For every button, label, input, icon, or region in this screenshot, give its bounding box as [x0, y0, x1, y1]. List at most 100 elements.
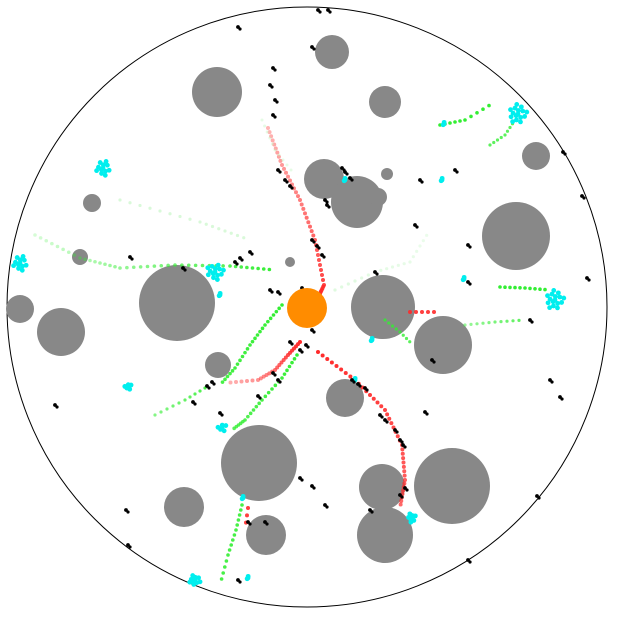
black-dot: [318, 10, 322, 14]
trail-dot: [317, 258, 321, 262]
black-dot: [537, 496, 541, 500]
obstacle-disc-icon: [164, 487, 204, 527]
cyan-cluster-icon: [518, 104, 524, 110]
cyan-cluster-icon: [128, 382, 134, 388]
trail-dot: [263, 323, 267, 327]
black-dot: [530, 320, 534, 324]
cyan-cluster-icon: [352, 375, 358, 381]
cyan-cluster-icon: [512, 105, 518, 111]
trail-dot: [340, 285, 344, 289]
obstacle-disc-icon: [369, 188, 387, 206]
trail-dot: [270, 387, 274, 391]
black-dot: [248, 522, 252, 526]
black-dot: [193, 402, 197, 406]
trail-dot: [61, 247, 65, 252]
trail-dot: [513, 285, 517, 290]
trail-dot: [275, 150, 280, 155]
trail-dot: [88, 258, 92, 263]
trail-dot: [276, 154, 281, 159]
player-orb-icon[interactable]: [287, 288, 327, 328]
trail-dot: [270, 138, 275, 143]
cyan-cluster-icon: [103, 168, 108, 174]
trail-dot: [523, 286, 527, 290]
black-dot: [312, 240, 316, 244]
trail-dot: [166, 263, 170, 268]
cyan-cluster-icon: [102, 172, 108, 178]
trail-dot: [225, 374, 230, 379]
cyan-cluster-icon: [97, 160, 103, 165]
trail-dot: [387, 321, 391, 325]
trail-dot: [235, 233, 240, 238]
trail-dot: [268, 136, 272, 140]
trail-dot: [128, 201, 132, 205]
cyan-cluster-icon: [369, 335, 375, 341]
black-dot: [468, 282, 472, 286]
trail-dot: [245, 379, 249, 383]
cyan-cluster-icon: [122, 384, 128, 389]
black-dot: [345, 172, 349, 176]
black-dot: [403, 445, 407, 449]
trail-dot: [242, 236, 246, 240]
black-dot: [273, 115, 277, 119]
cyan-cluster-icon: [559, 300, 565, 305]
obstacle-disc-icon: [331, 176, 383, 228]
trail-dot: [103, 262, 107, 267]
trail-dot: [193, 263, 198, 268]
trail-dot: [223, 565, 227, 569]
cyan-cluster-icon: [211, 275, 216, 281]
trail-dot: [113, 264, 117, 269]
trail-dot: [246, 414, 250, 419]
trail-dot: [320, 353, 325, 358]
trail-dot: [200, 263, 205, 268]
cyan-cluster-icon: [197, 579, 203, 585]
cyan-cluster-icon: [187, 579, 193, 585]
cyan-cluster-icon: [219, 422, 225, 428]
trail-dot: [217, 227, 221, 231]
trail-dot: [408, 260, 412, 264]
trail-dot: [402, 469, 407, 474]
trail-dot: [487, 103, 491, 108]
black-dot: [352, 380, 356, 384]
trail-dot: [145, 264, 150, 269]
trail-dot: [246, 506, 250, 510]
trail-dot: [66, 250, 71, 255]
cyan-cluster-icon: [223, 423, 229, 428]
trail-dot: [280, 163, 284, 167]
trail-dot: [248, 411, 253, 416]
obstacle-layer: [6, 35, 550, 563]
trail-dot: [404, 336, 409, 341]
trail-dot: [432, 310, 436, 314]
trail-dot: [256, 378, 260, 382]
trail-dot: [239, 265, 244, 269]
trail-dot: [223, 229, 227, 233]
black-dot: [350, 178, 354, 182]
trail-dot: [390, 324, 395, 328]
trail-dot: [250, 378, 255, 383]
trail-dot: [229, 543, 233, 547]
black-dot: [290, 186, 294, 190]
trail-dot: [368, 393, 372, 397]
cyan-cluster-icon: [461, 274, 467, 280]
cyan-cluster-icon: [551, 303, 556, 309]
trail-dot: [285, 163, 289, 167]
trail-dot: [320, 273, 324, 277]
trail-dot: [353, 279, 357, 283]
black-dot: [238, 580, 242, 584]
trail-dot: [402, 473, 407, 478]
cyan-cluster-icon: [214, 277, 220, 283]
trail-dot: [260, 326, 265, 331]
trail-dot: [180, 263, 184, 267]
trail-dot: [188, 217, 192, 221]
trail-dot: [98, 261, 102, 265]
cyan-cluster-icon: [518, 115, 524, 120]
black-dot: [270, 290, 274, 294]
cyan-cluster-icon: [205, 265, 211, 271]
trail-dot: [282, 166, 286, 171]
trail-dot: [390, 265, 395, 269]
trail-dot: [168, 212, 172, 216]
trail-dot: [543, 287, 547, 292]
trail-dot: [319, 268, 323, 272]
trail-dot: [325, 357, 330, 361]
black-dot: [587, 278, 591, 282]
